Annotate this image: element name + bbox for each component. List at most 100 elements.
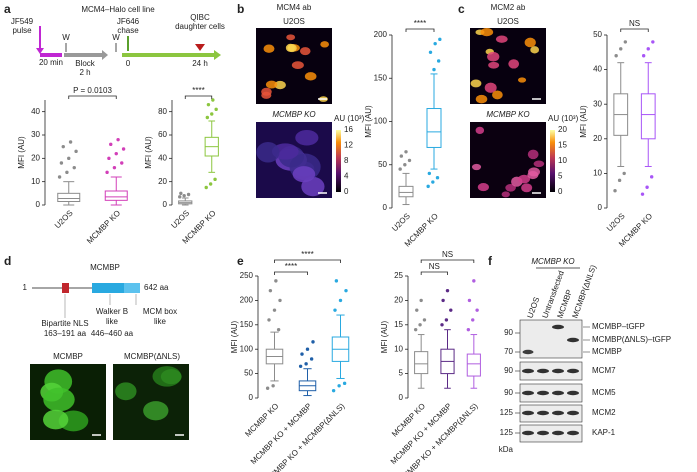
- cell: [286, 34, 296, 41]
- cell: [508, 59, 520, 69]
- readout-label: daughter cells: [175, 22, 225, 31]
- outlier: [271, 384, 275, 388]
- cell: [160, 369, 182, 385]
- outlier: [432, 67, 436, 72]
- y-tick-label: 30: [593, 99, 602, 108]
- y-tick-label: 0: [383, 203, 388, 212]
- box: [640, 93, 656, 140]
- band: [552, 324, 564, 330]
- box: [104, 190, 128, 201]
- colorbar: [550, 130, 555, 192]
- outlier: [178, 195, 182, 199]
- y-tick-label: 100: [374, 117, 388, 126]
- cell: [299, 47, 311, 56]
- time-bar: [122, 53, 214, 57]
- outlier: [112, 165, 117, 170]
- domain-label: like: [106, 317, 119, 326]
- cell: [263, 44, 275, 53]
- outlier: [342, 381, 347, 386]
- y-tick-label: 15: [394, 320, 403, 329]
- x-tick-label: U2OS: [53, 209, 75, 231]
- outlier: [651, 40, 655, 44]
- bracket: [420, 259, 475, 263]
- colorbar-tick: 20: [558, 125, 567, 134]
- outlier: [211, 98, 215, 102]
- walker-domain: [92, 283, 124, 293]
- colorbar-tick: 8: [344, 156, 349, 165]
- cell: [505, 183, 516, 192]
- image-label: MCMBP KO: [486, 110, 529, 119]
- pulse-time: 20 min: [39, 58, 63, 67]
- y-tick-label: 10: [593, 169, 602, 178]
- outlier: [305, 347, 310, 351]
- outlier: [311, 340, 315, 344]
- significance: NS: [429, 262, 440, 271]
- blot-strip: [519, 404, 583, 423]
- outlier: [107, 156, 111, 161]
- cell: [265, 80, 278, 89]
- cell: [530, 46, 540, 54]
- outlier: [208, 182, 213, 186]
- bracket: [274, 271, 308, 275]
- cell: [524, 37, 536, 48]
- outlier: [274, 279, 278, 283]
- cell: [304, 72, 317, 81]
- y-tick-label: 60: [158, 130, 167, 139]
- colorbar-title: AU (10³): [548, 114, 579, 123]
- outlier: [186, 192, 191, 197]
- colorbar-tick: 15: [558, 141, 567, 150]
- band: [552, 390, 564, 396]
- bracket: [274, 259, 341, 263]
- cell: [471, 163, 482, 171]
- band: [522, 349, 534, 355]
- band: [552, 368, 564, 374]
- y-tick-label: 30: [31, 130, 40, 139]
- domain-range: 163–191 aa: [44, 329, 87, 338]
- cell: [43, 387, 75, 412]
- band: [567, 410, 579, 416]
- band: [567, 390, 579, 396]
- colorbar-tick: 12: [344, 141, 353, 150]
- outlier: [431, 180, 435, 184]
- band: [567, 430, 579, 436]
- band: [537, 368, 549, 374]
- y-tick-label: 20: [31, 153, 40, 162]
- outlier: [65, 170, 69, 175]
- panel-label: e: [237, 254, 244, 268]
- cell: [475, 94, 488, 104]
- outlier: [418, 323, 422, 327]
- outlier: [300, 352, 304, 356]
- outlier: [466, 327, 471, 332]
- y-tick-label: 250: [240, 271, 254, 280]
- band-label: MCMBP–tGFP: [592, 322, 645, 331]
- y-axis-label: MFI (AU): [579, 105, 588, 138]
- arrow-head: [36, 48, 44, 54]
- image-label: U2OS: [497, 17, 519, 26]
- outlier: [475, 308, 479, 312]
- band: [537, 410, 549, 416]
- outlier: [331, 388, 336, 393]
- outlier: [114, 151, 118, 156]
- band-label: MCM7: [592, 366, 616, 375]
- outlier: [338, 298, 343, 303]
- box: [57, 192, 81, 202]
- y-tick-label: 0: [598, 203, 603, 212]
- kda-marker: 90: [504, 388, 513, 397]
- band: [537, 390, 549, 396]
- outlier: [623, 40, 628, 44]
- box: [466, 353, 481, 377]
- outlier: [206, 102, 211, 107]
- lane-label: MCMBP(ΔNLS): [570, 263, 598, 319]
- outlier: [422, 318, 427, 322]
- box: [398, 185, 414, 198]
- arrow-head: [214, 50, 221, 60]
- outlier: [59, 161, 64, 165]
- outlier: [109, 142, 113, 147]
- protein-start: 1: [23, 283, 28, 292]
- outlier: [67, 156, 71, 161]
- y-tick-label: 40: [31, 107, 40, 116]
- cell: [295, 129, 319, 146]
- outlier: [617, 178, 622, 183]
- kda-marker: 70: [504, 347, 513, 356]
